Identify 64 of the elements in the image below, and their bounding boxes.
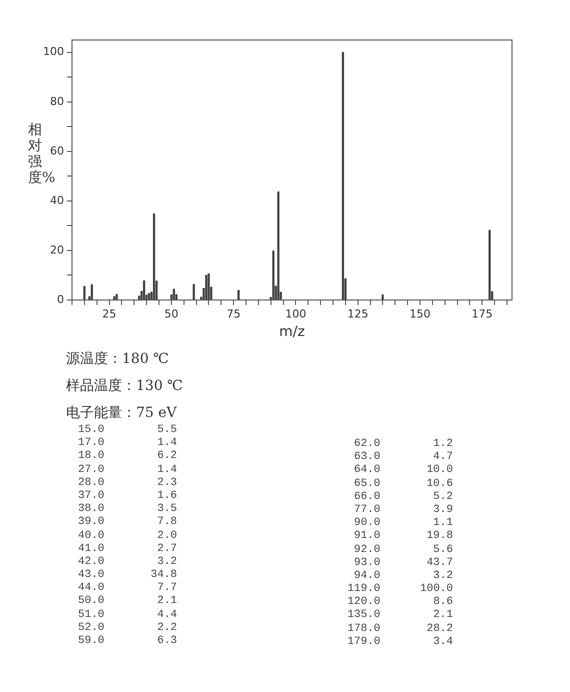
text: 66.0 5.2 bbox=[352, 490, 453, 504]
bar bbox=[143, 280, 146, 300]
y-tick-label: 0 bbox=[56, 292, 64, 306]
bar bbox=[116, 294, 118, 300]
text: 93.0 43.7 bbox=[352, 556, 453, 570]
text: 50.0 2.1 bbox=[78, 595, 178, 609]
bar bbox=[83, 286, 86, 300]
x-axis-title: m/z bbox=[279, 324, 305, 340]
text: 59.0 6.3 bbox=[78, 635, 178, 648]
x-tick-label: 50 bbox=[164, 307, 178, 320]
text: 44.0 7.7 bbox=[78, 582, 178, 596]
y-tick-label: 100 bbox=[42, 45, 64, 58]
bar bbox=[277, 191, 280, 300]
bar bbox=[382, 294, 384, 300]
bar bbox=[152, 214, 156, 300]
text: 电子能量：75 eV bbox=[66, 405, 177, 421]
text: 52.0 2.2 bbox=[78, 622, 178, 635]
text: 119.0 100.0 bbox=[346, 583, 453, 596]
text: 40.0 2.0 bbox=[78, 530, 178, 543]
text: 18.0 6.2 bbox=[78, 450, 178, 464]
x-tick-label: 125 bbox=[347, 307, 368, 320]
bar bbox=[90, 284, 93, 300]
text: 源温度：180 ℃ bbox=[66, 350, 170, 369]
text: 42.0 3.2 bbox=[78, 556, 178, 570]
text: 90.0 1.1 bbox=[352, 517, 453, 530]
text: 120.0 8.6 bbox=[346, 596, 453, 610]
x-tick-label: 25 bbox=[102, 307, 116, 320]
bar bbox=[205, 274, 208, 300]
bar bbox=[192, 284, 195, 300]
text: 37.0 1.6 bbox=[78, 490, 178, 504]
text: 39.0 7.8 bbox=[78, 516, 178, 530]
text: 15.0 5.5 bbox=[78, 424, 178, 438]
bar bbox=[342, 52, 344, 300]
text: 43.0 34.8 bbox=[78, 569, 178, 582]
text: 64.0 10.0 bbox=[352, 464, 453, 478]
x-tick-label: 100 bbox=[285, 307, 306, 320]
x-tick-label: 75 bbox=[226, 307, 241, 320]
bar bbox=[272, 250, 274, 300]
y-tick-label: 60 bbox=[50, 144, 64, 158]
text: 17.0 1.4 bbox=[78, 437, 178, 450]
text: 41.0 2.7 bbox=[78, 542, 178, 556]
x-tick-label: 175 bbox=[472, 307, 493, 320]
y-tick-label: 20 bbox=[50, 243, 64, 256]
y-tick-label: 80 bbox=[50, 94, 64, 108]
text: 65.0 10.6 bbox=[352, 478, 453, 491]
text: 51.0 4.4 bbox=[78, 608, 178, 622]
bar bbox=[488, 230, 491, 300]
text: 27.0 1.4 bbox=[78, 464, 178, 477]
bar bbox=[208, 273, 210, 300]
text: 62.0 1.2 bbox=[352, 438, 453, 452]
text: 179.0 3.4 bbox=[346, 636, 453, 649]
bar bbox=[113, 296, 116, 300]
text: 178.0 28.2 bbox=[346, 622, 453, 636]
text: 91.0 19.8 bbox=[352, 530, 453, 544]
text: 92.0 5.6 bbox=[352, 544, 453, 557]
text: 63.0 4.7 bbox=[352, 451, 453, 464]
text: 28.0 2.3 bbox=[78, 476, 178, 490]
text: 38.0 3.5 bbox=[78, 503, 178, 516]
text: 135.0 2.1 bbox=[346, 609, 453, 623]
text: 77.0 3.9 bbox=[352, 504, 453, 518]
y-tick-label: 40 bbox=[50, 194, 64, 207]
text: 94.0 3.2 bbox=[352, 570, 453, 584]
text: 样品温度：130 ℃ bbox=[66, 377, 183, 396]
x-tick-label: 150 bbox=[410, 307, 431, 320]
